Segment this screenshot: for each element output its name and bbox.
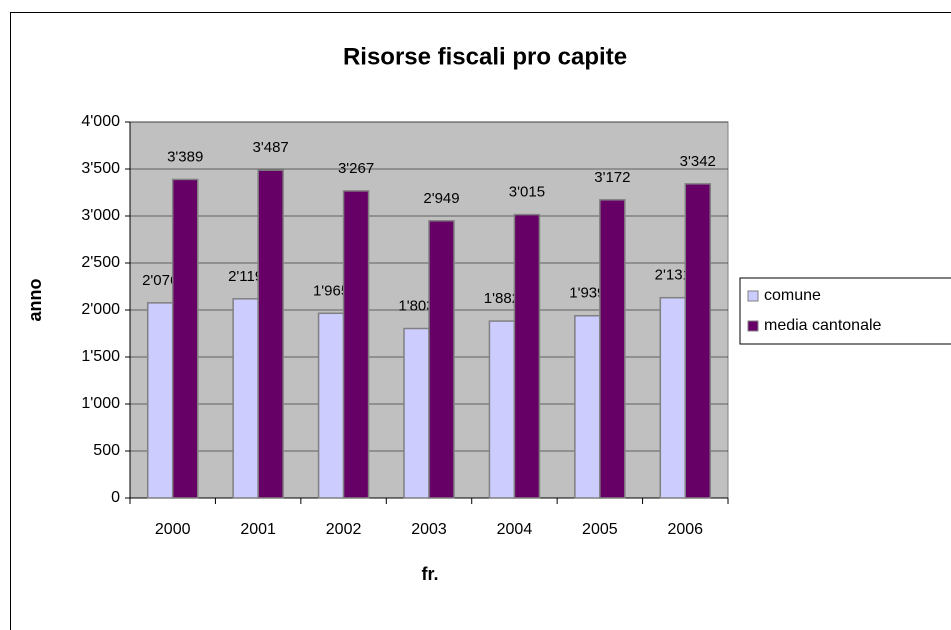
bar <box>171 178 199 499</box>
bar <box>684 183 712 499</box>
value-label: 1'939 <box>569 285 605 302</box>
bar <box>599 199 626 499</box>
legend-label: comune <box>764 287 821 304</box>
value-label: 2'131 <box>655 267 691 284</box>
value-label: 2'076 <box>142 272 178 289</box>
value-label: 3'389 <box>167 148 203 165</box>
value-label: 3'015 <box>509 184 545 201</box>
y-tick-label: 500 <box>93 442 120 459</box>
legend-label: media cantonale <box>764 317 882 334</box>
value-label: 1'803 <box>398 297 434 314</box>
bar <box>257 169 284 499</box>
x-tick-label: 2001 <box>240 521 276 538</box>
value-label: 3'172 <box>594 169 630 186</box>
bar <box>342 190 370 499</box>
x-tick-label: 2002 <box>326 521 362 538</box>
bar <box>403 327 430 499</box>
y-tick-label: 2'500 <box>81 254 120 271</box>
value-label: 1'882 <box>484 290 520 307</box>
bar <box>428 220 455 499</box>
y-tick-label: 4'000 <box>81 113 120 130</box>
y-tick-label: 3'500 <box>81 160 120 177</box>
x-tick-label: 2005 <box>582 521 618 538</box>
value-label: 2'949 <box>423 190 459 207</box>
value-label: 3'487 <box>253 139 289 156</box>
value-label: 3'342 <box>680 153 716 170</box>
y-tick-label: 1'000 <box>81 395 120 412</box>
chart-title: Risorse fiscali pro capite <box>343 43 627 70</box>
legend-box <box>739 277 951 345</box>
y-axis-title: anno <box>25 278 45 321</box>
x-tick-label: 2006 <box>667 521 703 538</box>
y-tick-label: 1'500 <box>81 348 120 365</box>
x-tick-label: 2000 <box>155 521 191 538</box>
bar <box>146 302 174 499</box>
y-tick-label: 3'000 <box>81 207 120 224</box>
legend-swatch <box>747 320 759 332</box>
y-tick-label: 2'000 <box>81 301 120 318</box>
bar <box>574 314 601 499</box>
bar <box>513 213 541 499</box>
value-label: 2'119 <box>228 268 263 285</box>
value-label: 3'267 <box>338 160 374 177</box>
bar <box>659 296 687 499</box>
bar <box>232 298 259 499</box>
legend-swatch <box>747 290 759 302</box>
bar <box>317 312 345 499</box>
value-label: 1'965 <box>313 282 349 299</box>
y-tick-label: 0 <box>111 489 120 506</box>
x-tick-label: 2003 <box>411 521 447 538</box>
bar <box>488 320 516 499</box>
x-tick-label: 2004 <box>497 521 533 538</box>
x-axis-title: fr. <box>421 564 438 584</box>
